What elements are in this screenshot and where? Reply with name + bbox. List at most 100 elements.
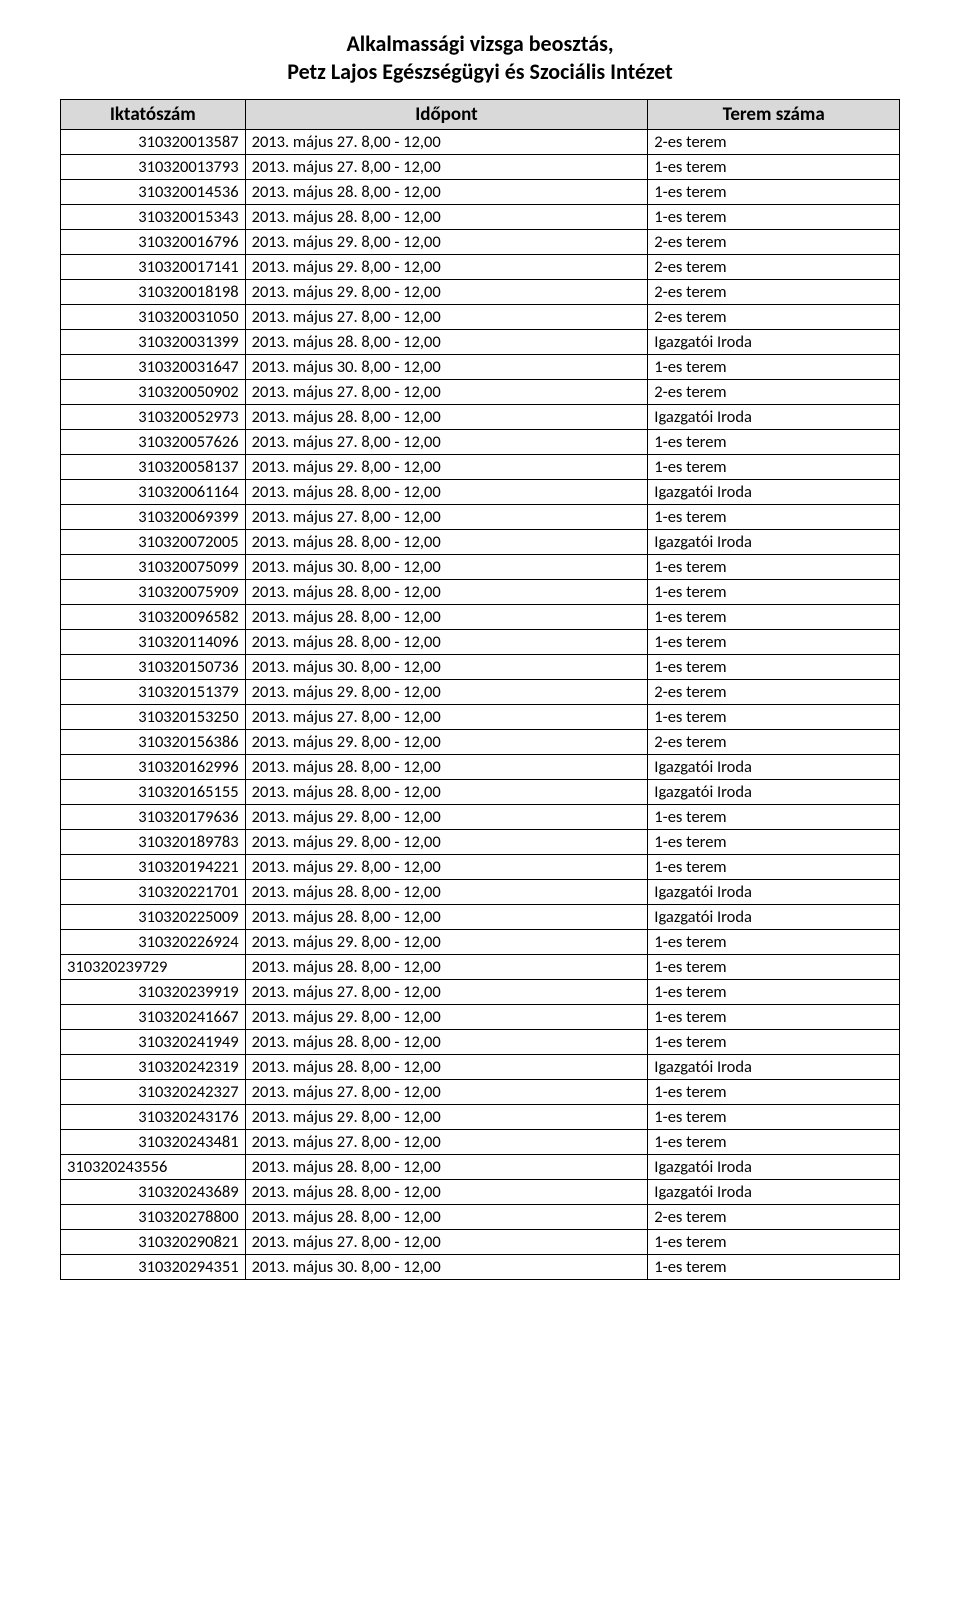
cell-time: 2013. május 27. 8,00 - 12,00 [245,980,648,1005]
cell-id: 310320058137 [61,455,246,480]
cell-room: 1-es terem [648,505,900,530]
cell-id: 310320114096 [61,630,246,655]
table-row: 3103200965822013. május 28. 8,00 - 12,00… [61,605,900,630]
table-row: 3103202436892013. május 28. 8,00 - 12,00… [61,1180,900,1205]
page-title: Alkalmassági vizsga beosztás, Petz Lajos… [60,30,900,85]
table-row: 3103200611642013. május 28. 8,00 - 12,00… [61,480,900,505]
cell-id: 310320150736 [61,655,246,680]
cell-time: 2013. május 28. 8,00 - 12,00 [245,955,648,980]
table-row: 3103200145362013. május 28. 8,00 - 12,00… [61,180,900,205]
cell-id: 310320031399 [61,330,246,355]
table-row: 3103202397292013. május 28. 8,00 - 12,00… [61,955,900,980]
table-row: 3103200171412013. május 29. 8,00 - 12,00… [61,255,900,280]
cell-time: 2013. május 29. 8,00 - 12,00 [245,805,648,830]
cell-time: 2013. május 27. 8,00 - 12,00 [245,1080,648,1105]
cell-id: 310320072005 [61,530,246,555]
table-row: 3103200310502013. május 27. 8,00 - 12,00… [61,305,900,330]
cell-id: 310320075909 [61,580,246,605]
cell-time: 2013. május 27. 8,00 - 12,00 [245,130,648,155]
cell-room: Igazgatói Iroda [648,780,900,805]
cell-room: 1-es terem [648,1030,900,1055]
cell-room: Igazgatói Iroda [648,480,900,505]
cell-id: 310320162996 [61,755,246,780]
cell-id: 310320189783 [61,830,246,855]
cell-room: 1-es terem [648,605,900,630]
cell-id: 310320151379 [61,680,246,705]
table-row: 3103202250092013. május 28. 8,00 - 12,00… [61,905,900,930]
table-row: 3103202423272013. május 27. 8,00 - 12,00… [61,1080,900,1105]
cell-id: 310320096582 [61,605,246,630]
table-row: 3103200529732013. május 28. 8,00 - 12,00… [61,405,900,430]
table-row: 3103200759092013. május 28. 8,00 - 12,00… [61,580,900,605]
cell-time: 2013. május 28. 8,00 - 12,00 [245,1030,648,1055]
cell-time: 2013. május 28. 8,00 - 12,00 [245,530,648,555]
cell-id: 310320156386 [61,730,246,755]
cell-room: Igazgatói Iroda [648,1055,900,1080]
cell-time: 2013. május 28. 8,00 - 12,00 [245,1055,648,1080]
cell-room: 1-es terem [648,630,900,655]
cell-id: 310320031050 [61,305,246,330]
cell-time: 2013. május 28. 8,00 - 12,00 [245,605,648,630]
cell-id: 310320179636 [61,805,246,830]
header-time: Időpont [245,100,648,130]
cell-room: 2-es terem [648,680,900,705]
cell-id: 310320165155 [61,780,246,805]
cell-id: 310320239729 [61,955,246,980]
cell-room: 1-es terem [648,1005,900,1030]
table-row: 3103200137932013. május 27. 8,00 - 12,00… [61,155,900,180]
cell-time: 2013. május 27. 8,00 - 12,00 [245,505,648,530]
cell-room: 1-es terem [648,655,900,680]
cell-id: 310320225009 [61,905,246,930]
cell-time: 2013. május 28. 8,00 - 12,00 [245,1155,648,1180]
cell-time: 2013. május 27. 8,00 - 12,00 [245,155,648,180]
cell-id: 310320226924 [61,930,246,955]
cell-room: 1-es terem [648,705,900,730]
cell-id: 310320294351 [61,1255,246,1280]
cell-room: 1-es terem [648,1080,900,1105]
cell-room: 1-es terem [648,180,900,205]
table-row: 3103202419492013. május 28. 8,00 - 12,00… [61,1030,900,1055]
cell-id: 310320153250 [61,705,246,730]
cell-id: 310320075099 [61,555,246,580]
cell-id: 310320061164 [61,480,246,505]
cell-room: 2-es terem [648,255,900,280]
cell-room: Igazgatói Iroda [648,905,900,930]
cell-room: 1-es terem [648,1130,900,1155]
document-page: Alkalmassági vizsga beosztás, Petz Lajos… [0,0,960,1320]
table-row: 3103200181982013. május 29. 8,00 - 12,00… [61,280,900,305]
cell-time: 2013. május 30. 8,00 - 12,00 [245,655,648,680]
cell-room: 1-es terem [648,580,900,605]
table-row: 3103202788002013. május 28. 8,00 - 12,00… [61,1205,900,1230]
table-row: 3103200581372013. május 29. 8,00 - 12,00… [61,455,900,480]
table-row: 3103200313992013. május 28. 8,00 - 12,00… [61,330,900,355]
cell-room: 2-es terem [648,280,900,305]
cell-room: 1-es terem [648,1255,900,1280]
cell-room: 1-es terem [648,455,900,480]
cell-time: 2013. május 28. 8,00 - 12,00 [245,755,648,780]
cell-id: 310320243689 [61,1180,246,1205]
cell-time: 2013. május 28. 8,00 - 12,00 [245,630,648,655]
table-row: 3103201507362013. május 30. 8,00 - 12,00… [61,655,900,680]
cell-id: 310320241949 [61,1030,246,1055]
cell-room: 1-es terem [648,980,900,1005]
cell-id: 310320013587 [61,130,246,155]
cell-id: 310320015343 [61,205,246,230]
table-row: 3103202908212013. május 27. 8,00 - 12,00… [61,1230,900,1255]
cell-room: Igazgatói Iroda [648,1155,900,1180]
table-row: 3103201942212013. május 29. 8,00 - 12,00… [61,855,900,880]
table-row: 3103201140962013. május 28. 8,00 - 12,00… [61,630,900,655]
cell-room: 2-es terem [648,130,900,155]
table-row: 3103202431762013. május 29. 8,00 - 12,00… [61,1105,900,1130]
cell-id: 310320290821 [61,1230,246,1255]
table-row: 3103202434812013. május 27. 8,00 - 12,00… [61,1130,900,1155]
cell-room: 1-es terem [648,855,900,880]
cell-time: 2013. május 28. 8,00 - 12,00 [245,330,648,355]
cell-room: 1-es terem [648,355,900,380]
cell-time: 2013. május 29. 8,00 - 12,00 [245,855,648,880]
cell-id: 310320242319 [61,1055,246,1080]
header-room: Terem száma [648,100,900,130]
cell-id: 310320031647 [61,355,246,380]
cell-id: 310320017141 [61,255,246,280]
cell-room: 2-es terem [648,1205,900,1230]
cell-time: 2013. május 27. 8,00 - 12,00 [245,705,648,730]
